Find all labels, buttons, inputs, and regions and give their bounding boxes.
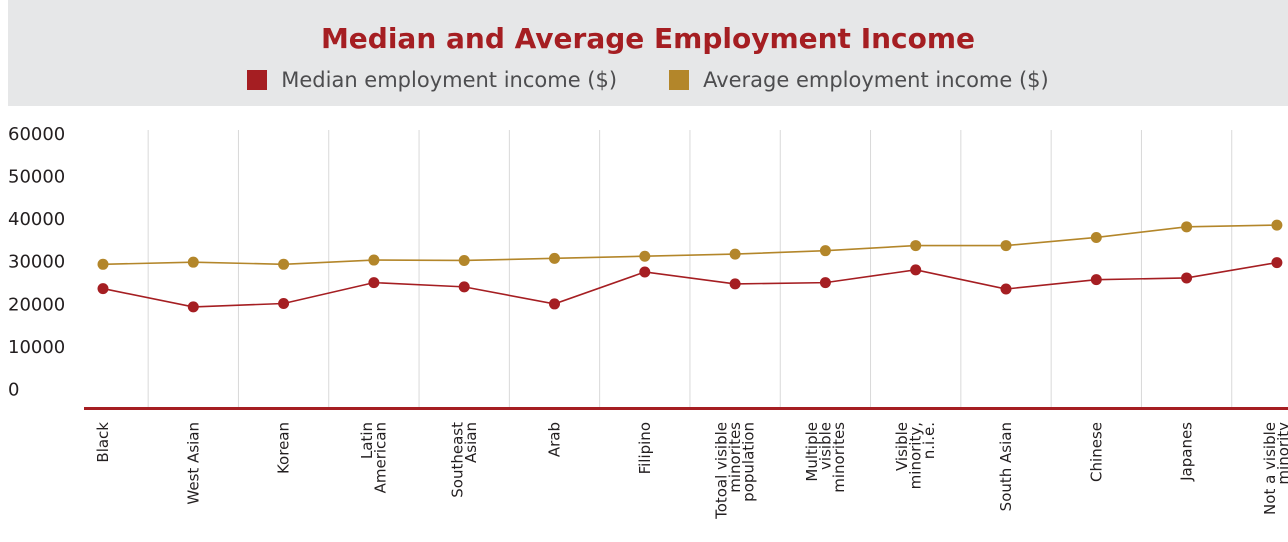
y-tick-label: 30000 [8, 252, 65, 273]
data-point-median [910, 264, 922, 276]
data-point-average [458, 254, 470, 266]
x-tick-label: Black [94, 422, 112, 463]
data-point-average [639, 250, 651, 262]
x-tick-label: Totoal visibleminoritespopulation [713, 422, 758, 520]
data-point-average [368, 254, 380, 266]
data-point-average [278, 258, 290, 270]
data-point-median [549, 298, 560, 310]
y-tick-label: 60000 [8, 124, 65, 145]
series-line-median [102, 261, 1278, 308]
data-point-median [819, 277, 831, 289]
data-point-average [1000, 240, 1012, 252]
series-line-average [102, 224, 1277, 266]
legend-swatch-median [247, 70, 268, 90]
data-point-median [278, 298, 290, 310]
y-tick-label: 10000 [8, 337, 65, 358]
legend-label-median: Median employment income ($) [281, 68, 618, 92]
data-point-average [187, 256, 199, 268]
x-tick-label: Filipino [636, 422, 654, 474]
data-point-median [187, 301, 199, 313]
data-point-average [729, 248, 741, 260]
x-tick-label: Arab [546, 422, 564, 457]
chart-title: Median and Average Employment Income [320, 22, 976, 55]
data-point-average [1090, 231, 1102, 243]
x-tick-label: West Asian [184, 422, 202, 505]
y-tick-label: 50000 [8, 167, 65, 188]
x-tick-label: Japanes [1178, 422, 1196, 482]
data-point-median [1090, 274, 1102, 286]
legend-label-average: Average employment income ($) [703, 68, 1049, 92]
data-point-average [910, 240, 922, 252]
data-point-average [549, 252, 560, 264]
data-point-average [97, 258, 109, 270]
chart-legend: Median employment income ($) Average emp… [8, 68, 1288, 92]
data-point-median [458, 281, 470, 293]
x-tick-label: SoutheastAsian [448, 422, 480, 498]
x-tick-label: Multiplevisibleminorites [803, 422, 848, 493]
y-tick-label: 0 [8, 380, 19, 401]
legend-swatch-average [669, 70, 690, 90]
x-tick-label: Not a visibleminority [1261, 422, 1288, 515]
data-point-average [1271, 219, 1283, 231]
data-point-average [1181, 221, 1193, 233]
y-tick-label: 20000 [8, 294, 65, 315]
data-point-median [639, 266, 651, 278]
chart-header: Median and Average Employment Income Med… [8, 0, 1288, 106]
data-point-median [1181, 272, 1193, 284]
data-point-median [1000, 283, 1012, 295]
data-point-median [97, 283, 109, 295]
data-point-median [729, 278, 741, 290]
data-point-average [819, 245, 831, 257]
legend-item-average: Average employment income ($) [669, 68, 1049, 92]
legend-item-median: Median employment income ($) [247, 68, 617, 92]
data-point-median [368, 277, 380, 289]
data-point-median [1271, 257, 1283, 269]
x-tick-label: South Asian [997, 422, 1015, 511]
x-tick-label: LatinAmerican [358, 422, 390, 493]
x-tick-label: Korean [275, 422, 293, 474]
x-tick-label: Chinese [1087, 422, 1105, 482]
x-tick-label: Visibleminority,n.i.e. [893, 422, 938, 489]
y-tick-label: 40000 [8, 209, 65, 230]
